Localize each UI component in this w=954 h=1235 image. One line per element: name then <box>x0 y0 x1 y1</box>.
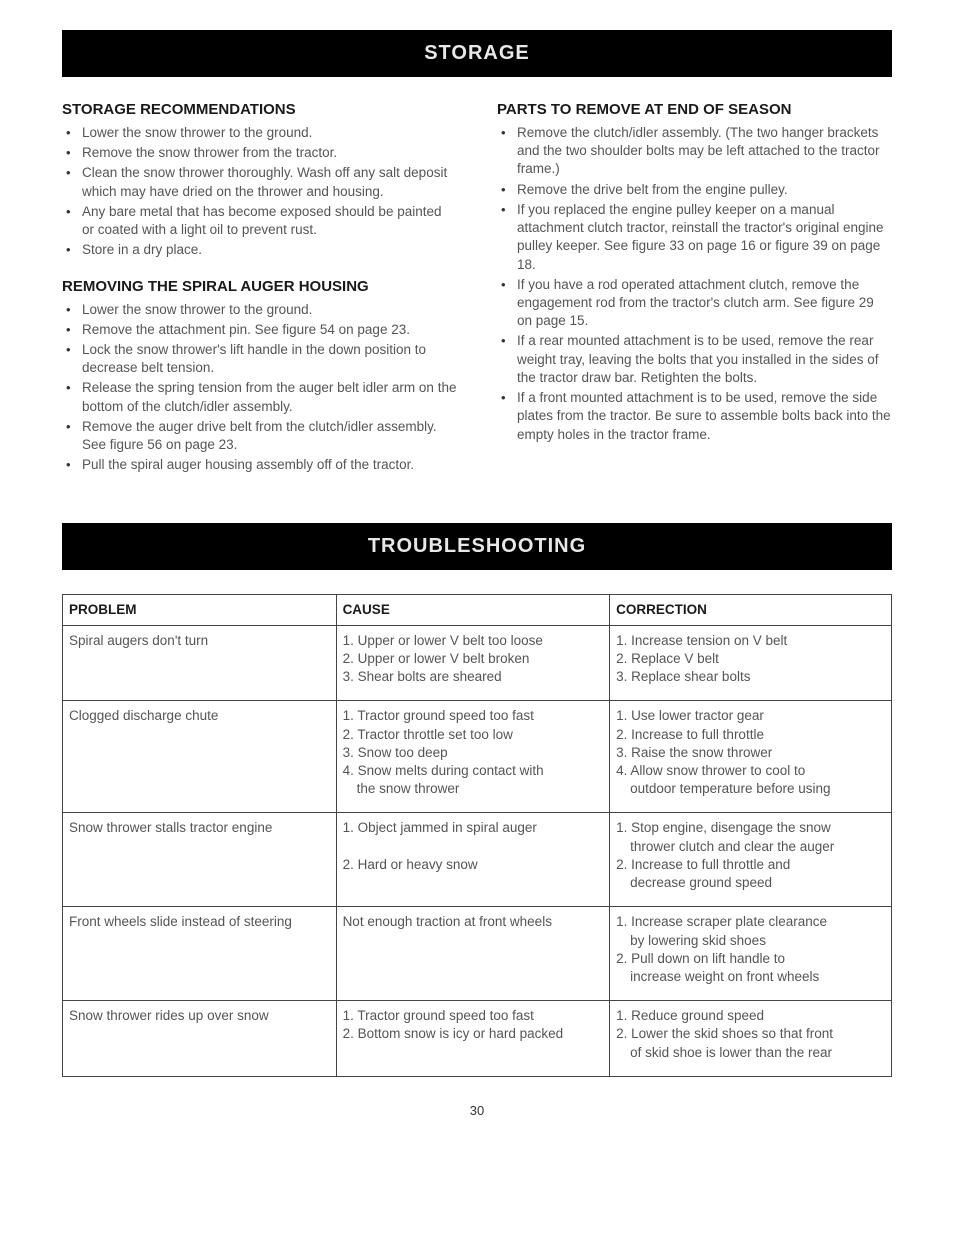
cell-line: 2. Increase to full throttle <box>616 726 883 744</box>
list-item: Remove the attachment pin. See figure 54… <box>62 321 457 339</box>
cell-line: decrease ground speed <box>616 874 883 892</box>
table-row: Snow thrower stalls tractor engine 1. Obj… <box>63 813 892 907</box>
cell-line: 3. Snow too deep <box>343 744 602 762</box>
troubleshooting-banner: TROUBLESHOOTING <box>62 523 892 570</box>
cell-line: 3. Replace shear bolts <box>616 668 883 686</box>
list-item: Store in a dry place. <box>62 241 457 259</box>
cell-line: 1. Reduce ground speed <box>616 1007 883 1025</box>
list-item: Clean the snow thrower thoroughly. Wash … <box>62 164 457 200</box>
header-correction: CORRECTION <box>610 594 892 625</box>
list-item: Lock the snow thrower's lift handle in t… <box>62 341 457 377</box>
troubleshooting-banner-text: TROUBLESHOOTING <box>368 535 586 557</box>
list-item: Lower the snow thrower to the ground. <box>62 124 457 142</box>
cell-correction: 1. Stop engine, disengage the snowthrowe… <box>610 813 892 907</box>
cell-cause: 1. Upper or lower V belt too loose2. Upp… <box>336 625 610 701</box>
cell-line <box>343 838 602 856</box>
cell-correction: 1. Increase tension on V belt2. Replace … <box>610 625 892 701</box>
right-column: PARTS TO REMOVE AT END OF SEASON Remove … <box>497 101 892 493</box>
list-item: Remove the clutch/idler assembly. (The t… <box>497 124 892 179</box>
cell-cause: 1. Object jammed in spiral auger 2. Hard… <box>336 813 610 907</box>
table-row: Clogged discharge chute 1. Tractor ground… <box>63 701 892 813</box>
cell-problem: Clogged discharge chute <box>63 701 337 813</box>
list-item: Any bare metal that has become exposed s… <box>62 203 457 239</box>
heading-storage-recommendations: STORAGE RECOMMENDATIONS <box>62 101 457 118</box>
cell-line: 2. Replace V belt <box>616 650 883 668</box>
table-row: Spiral augers don't turn 1. Upper or lowe… <box>63 625 892 701</box>
cell-line: 3. Shear bolts are sheared <box>343 668 602 686</box>
list-item: If a rear mounted attachment is to be us… <box>497 332 892 387</box>
table-row: Front wheels slide instead of steering No… <box>63 907 892 1001</box>
cell-line: 1. Tractor ground speed too fast <box>343 707 602 725</box>
cell-problem: Front wheels slide instead of steering <box>63 907 337 1001</box>
cell-line: increase weight on front wheels <box>616 968 883 986</box>
cell-line: Not enough traction at front wheels <box>343 913 602 931</box>
cell-line: Front wheels slide instead of steering <box>69 913 328 931</box>
list-item: Release the spring tension from the auge… <box>62 379 457 415</box>
cell-line: Spiral augers don't turn <box>69 632 328 650</box>
list-removing-spiral-auger: Lower the snow thrower to the ground. Rem… <box>62 301 457 475</box>
list-storage-recommendations: Lower the snow thrower to the ground. Rem… <box>62 124 457 260</box>
cell-line: 1. Object jammed in spiral auger <box>343 819 602 837</box>
cell-line: 2. Hard or heavy snow <box>343 856 602 874</box>
cell-line: 2. Upper or lower V belt broken <box>343 650 602 668</box>
cell-line: 2. Tractor throttle set too low <box>343 726 602 744</box>
storage-banner-text: STORAGE <box>424 42 530 64</box>
list-parts-to-remove: Remove the clutch/idler assembly. (The t… <box>497 124 892 444</box>
cell-correction: 1. Increase scraper plate clearanceby lo… <box>610 907 892 1001</box>
cell-line: 2. Increase to full throttle and <box>616 856 883 874</box>
cell-line: Snow thrower stalls tractor engine <box>69 819 328 837</box>
cell-line: 1. Increase scraper plate clearance <box>616 913 883 931</box>
cell-line: outdoor temperature before using <box>616 780 883 798</box>
cell-cause: 1. Tractor ground speed too fast2. Botto… <box>336 1001 610 1077</box>
table-body: Spiral augers don't turn 1. Upper or lowe… <box>63 625 892 1076</box>
header-problem: PROBLEM <box>63 594 337 625</box>
cell-problem: Snow thrower stalls tractor engine <box>63 813 337 907</box>
two-column-layout: STORAGE RECOMMENDATIONS Lower the snow t… <box>62 101 892 493</box>
cell-line: 2. Bottom snow is icy or hard packed <box>343 1025 602 1043</box>
cell-cause: Not enough traction at front wheels <box>336 907 610 1001</box>
list-item: If a front mounted attachment is to be u… <box>497 389 892 444</box>
list-item: Remove the drive belt from the engine pu… <box>497 181 892 199</box>
header-cause: CAUSE <box>336 594 610 625</box>
list-item: Lower the snow thrower to the ground. <box>62 301 457 319</box>
list-item: If you replaced the engine pulley keeper… <box>497 201 892 274</box>
cell-line: Snow thrower rides up over snow <box>69 1007 328 1025</box>
cell-line: 2. Lower the skid shoes so that front <box>616 1025 883 1043</box>
cell-problem: Spiral augers don't turn <box>63 625 337 701</box>
cell-line: Clogged discharge chute <box>69 707 328 725</box>
cell-line: 1. Increase tension on V belt <box>616 632 883 650</box>
cell-line: thrower clutch and clear the auger <box>616 838 883 856</box>
cell-line: 3. Raise the snow thrower <box>616 744 883 762</box>
cell-cause: 1. Tractor ground speed too fast2. Tract… <box>336 701 610 813</box>
page-number: 30 <box>62 1103 892 1118</box>
cell-correction: 1. Reduce ground speed2. Lower the skid … <box>610 1001 892 1077</box>
cell-line: 4. Allow snow thrower to cool to <box>616 762 883 780</box>
cell-line: 1. Upper or lower V belt too loose <box>343 632 602 650</box>
cell-problem: Snow thrower rides up over snow <box>63 1001 337 1077</box>
list-item: Remove the snow thrower from the tractor… <box>62 144 457 162</box>
cell-line: 1. Use lower tractor gear <box>616 707 883 725</box>
list-item: Pull the spiral auger housing assembly o… <box>62 456 457 474</box>
table-row: Snow thrower rides up over snow 1. Tracto… <box>63 1001 892 1077</box>
table-header-row: PROBLEM CAUSE CORRECTION <box>63 594 892 625</box>
cell-line: by lowering skid shoes <box>616 932 883 950</box>
troubleshooting-table: PROBLEM CAUSE CORRECTION Spiral augers d… <box>62 594 892 1077</box>
cell-line: of skid shoe is lower than the rear <box>616 1044 883 1062</box>
heading-parts-to-remove: PARTS TO REMOVE AT END OF SEASON <box>497 101 892 118</box>
cell-line: 1. Stop engine, disengage the snow <box>616 819 883 837</box>
list-item: If you have a rod operated attachment cl… <box>497 276 892 331</box>
cell-line: 2. Pull down on lift handle to <box>616 950 883 968</box>
storage-banner: STORAGE <box>62 30 892 77</box>
list-item: Remove the auger drive belt from the clu… <box>62 418 457 454</box>
cell-line: 1. Tractor ground speed too fast <box>343 1007 602 1025</box>
cell-correction: 1. Use lower tractor gear2. Increase to … <box>610 701 892 813</box>
cell-line: 4. Snow melts during contact with <box>343 762 602 780</box>
cell-line: the snow thrower <box>343 780 602 798</box>
left-column: STORAGE RECOMMENDATIONS Lower the snow t… <box>62 101 457 493</box>
heading-removing-spiral-auger: REMOVING THE SPIRAL AUGER HOUSING <box>62 278 457 295</box>
